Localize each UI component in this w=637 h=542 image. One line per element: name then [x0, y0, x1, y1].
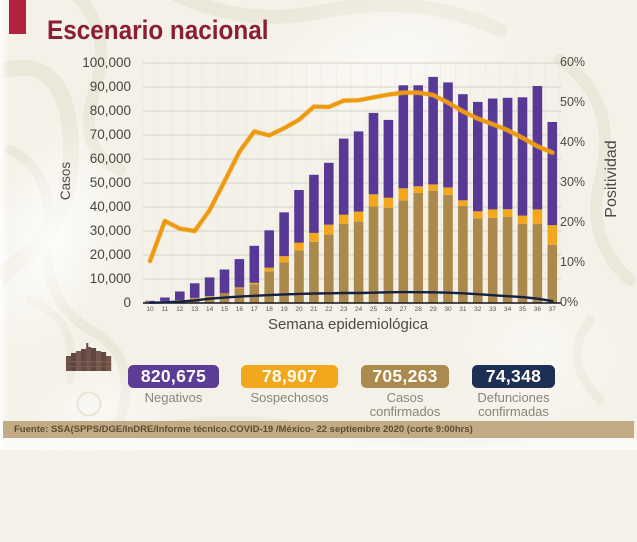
svg-text:Positividad: Positividad [603, 140, 620, 217]
svg-text:20: 20 [295, 306, 303, 313]
svg-text:29: 29 [429, 306, 437, 313]
svg-text:36: 36 [534, 306, 542, 313]
svg-text:12: 12 [176, 306, 184, 313]
svg-text:28: 28 [415, 306, 423, 313]
svg-text:90,000: 90,000 [90, 79, 131, 94]
svg-text:16: 16 [236, 306, 244, 313]
svg-text:70,000: 70,000 [90, 127, 131, 142]
svg-text:19: 19 [280, 306, 288, 313]
svg-text:24: 24 [355, 306, 363, 313]
svg-text:10,000: 10,000 [90, 271, 131, 286]
svg-text:Semana epidemiológica: Semana epidemiológica [268, 316, 429, 333]
svg-text:15: 15 [221, 306, 229, 313]
svg-text:34: 34 [504, 306, 512, 313]
svg-text:0%: 0% [560, 295, 578, 309]
svg-text:30%: 30% [560, 175, 585, 189]
svg-text:17: 17 [251, 306, 259, 313]
svg-text:20%: 20% [560, 215, 585, 229]
svg-text:27: 27 [400, 306, 408, 313]
svg-text:30: 30 [444, 306, 452, 313]
svg-text:40%: 40% [560, 135, 585, 149]
svg-text:0: 0 [123, 295, 131, 310]
svg-text:14: 14 [206, 306, 214, 313]
svg-text:50,000: 50,000 [90, 175, 131, 190]
svg-text:33: 33 [489, 306, 497, 313]
svg-text:37: 37 [549, 306, 557, 313]
svg-text:23: 23 [340, 306, 348, 313]
svg-text:10: 10 [146, 306, 154, 313]
svg-text:32: 32 [474, 306, 482, 313]
svg-text:11: 11 [162, 306, 169, 313]
svg-text:50%: 50% [560, 95, 585, 109]
svg-text:21: 21 [310, 306, 318, 313]
svg-text:22: 22 [325, 306, 333, 313]
svg-text:10%: 10% [560, 255, 585, 269]
svg-text:80,000: 80,000 [90, 103, 131, 118]
svg-text:25: 25 [370, 306, 378, 313]
svg-text:13: 13 [191, 306, 199, 313]
svg-text:26: 26 [385, 306, 393, 313]
svg-text:18: 18 [266, 306, 274, 313]
svg-text:Casos: Casos [58, 162, 73, 201]
svg-text:100,000: 100,000 [82, 55, 131, 70]
svg-text:60,000: 60,000 [90, 151, 131, 166]
svg-text:60%: 60% [560, 55, 585, 69]
svg-text:20,000: 20,000 [90, 247, 131, 262]
svg-text:30,000: 30,000 [90, 223, 131, 238]
svg-text:31: 31 [459, 306, 467, 313]
svg-text:35: 35 [519, 306, 527, 313]
svg-text:40,000: 40,000 [90, 199, 131, 214]
